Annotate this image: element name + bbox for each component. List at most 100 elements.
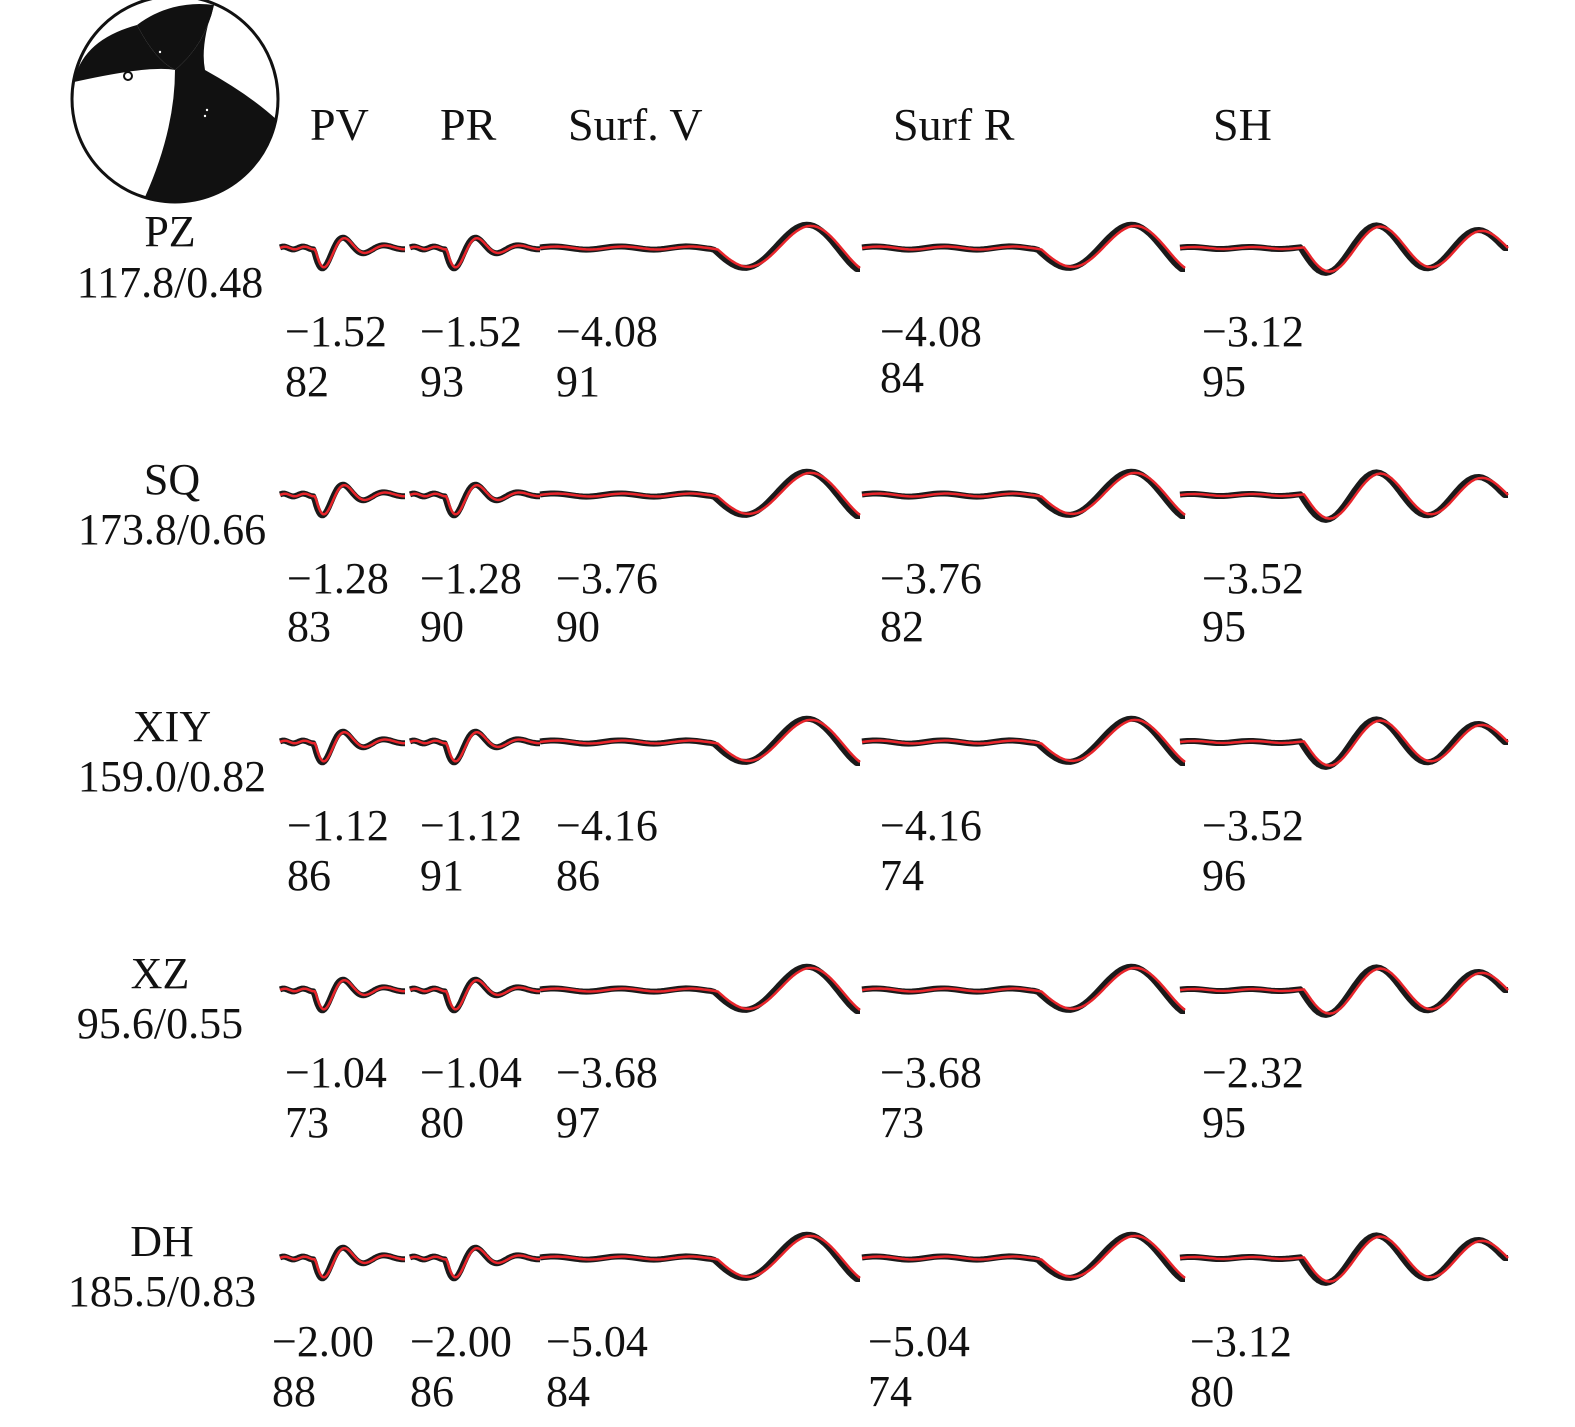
focal-mechanism-beachball-icon [70, 0, 280, 204]
synthetic-trace-dh-sh [1179, 1235, 1509, 1283]
header-surf-r: Surf R [893, 99, 1015, 150]
station-name: XZ [131, 949, 190, 998]
time-shift-pv: −1.04 [285, 1048, 387, 1097]
synthetic-trace-pz-surf-v [539, 224, 861, 269]
station-name: PZ [144, 207, 195, 256]
cc-sh: 95 [1202, 357, 1246, 406]
synthetic-trace-sq-surf-v [539, 471, 861, 516]
cc-surf-v: 97 [556, 1098, 600, 1147]
cc-pr: 80 [420, 1098, 464, 1147]
cc-pv: 86 [287, 851, 331, 900]
cc-pr: 86 [410, 1367, 454, 1416]
time-shift-sh: −3.12 [1190, 1317, 1292, 1366]
synthetic-trace-pz-pr [409, 236, 541, 269]
time-shift-sh: −3.52 [1202, 801, 1304, 850]
station-name: DH [130, 1217, 194, 1266]
observed-trace-pz-pr [408, 234, 542, 272]
synthetic-trace-xz-pr [409, 978, 541, 1011]
time-shift-surf-v: −5.04 [546, 1317, 648, 1366]
observed-trace-xiy-pr [408, 728, 542, 766]
station-row-dh: DH 185.5/0.83 −2.00 88 −2.00 86 −5.04 84… [68, 1217, 1292, 1416]
cc-pv: 73 [285, 1098, 329, 1147]
synthetic-trace-xiy-pv [279, 730, 406, 763]
station-row-sq: SQ 173.8/0.66 −1.28 83 −1.28 90 −3.76 90… [78, 455, 1304, 651]
time-shift-surf-v: −3.68 [556, 1048, 658, 1097]
synthetic-trace-sq-surf-r [861, 471, 1186, 516]
observed-trace-xiy-pv [278, 728, 407, 766]
time-shift-sh: −3.12 [1202, 307, 1304, 356]
synthetic-trace-sq-sh [1179, 472, 1509, 520]
cc-sh: 95 [1202, 1098, 1246, 1147]
observed-trace-xz-pv [278, 976, 407, 1014]
station-row-pz: PZ 117.8/0.48 −1.52 82 −1.52 93 −4.08 91… [77, 207, 1304, 406]
station-info: 95.6/0.55 [77, 999, 243, 1048]
cc-pr: 90 [420, 602, 464, 651]
time-shift-surf-v: −4.16 [556, 801, 658, 850]
time-shift-surf-r: −3.68 [880, 1048, 982, 1097]
synthetic-trace-xz-sh [1179, 967, 1509, 1015]
synthetic-trace-xiy-surf-r [861, 718, 1186, 763]
synthetic-trace-xiy-surf-v [539, 718, 861, 763]
cc-pv: 88 [272, 1367, 316, 1416]
cc-surf-v: 86 [556, 851, 600, 900]
station-name: XIY [133, 702, 211, 751]
time-shift-pr: −1.12 [420, 801, 522, 850]
observed-trace-dh-pr [408, 1244, 542, 1282]
synthetic-trace-pz-pv [279, 236, 406, 269]
observed-trace-dh-pv [278, 1244, 407, 1282]
time-shift-surf-r: −4.08 [880, 307, 982, 356]
observed-trace-pz-pv [278, 234, 407, 272]
time-shift-surf-r: −5.04 [868, 1317, 970, 1366]
time-shift-surf-v: −4.08 [556, 307, 658, 356]
cc-surf-v: 84 [546, 1367, 590, 1416]
waveform-traces [278, 221, 1509, 1286]
station-row-xz: XZ 95.6/0.55 −1.04 73 −1.04 80 −3.68 97 … [77, 949, 1304, 1147]
time-shift-pr: −1.52 [420, 307, 522, 356]
cc-surf-v: 90 [556, 602, 600, 651]
cc-sh: 95 [1202, 602, 1246, 651]
cc-surf-r: 82 [880, 602, 924, 651]
station-row-xiy: XIY 159.0/0.82 −1.12 86 −1.12 91 −4.16 8… [78, 702, 1304, 900]
time-shift-sh: −2.32 [1202, 1048, 1304, 1097]
synthetic-trace-xz-surf-v [539, 966, 861, 1011]
observed-trace-xz-pr [408, 976, 542, 1014]
cc-pv: 82 [285, 357, 329, 406]
synthetic-trace-sq-pr [409, 483, 541, 516]
synthetic-trace-dh-pv [279, 1246, 406, 1279]
cc-surf-v: 91 [556, 357, 600, 406]
cc-pr: 93 [420, 357, 464, 406]
synthetic-trace-xz-pv [279, 978, 406, 1011]
cc-pr: 91 [420, 851, 464, 900]
synthetic-trace-xz-surf-r [861, 966, 1186, 1011]
synthetic-trace-xiy-pr [409, 730, 541, 763]
time-shift-pv: −1.28 [287, 554, 389, 603]
synthetic-trace-pz-sh [1179, 225, 1509, 273]
cc-surf-r: 74 [868, 1367, 912, 1416]
cc-surf-r: 84 [880, 353, 924, 402]
synthetic-trace-xiy-sh [1179, 719, 1509, 767]
synthetic-trace-sq-pv [279, 483, 406, 516]
time-shift-pr: −2.00 [410, 1317, 512, 1366]
station-info: 117.8/0.48 [77, 258, 264, 307]
time-shift-surf-r: −4.16 [880, 801, 982, 850]
header-sh: SH [1213, 99, 1272, 150]
header-pv: PV [310, 99, 369, 150]
station-info: 159.0/0.82 [78, 752, 266, 801]
observed-trace-sq-pr [408, 481, 542, 519]
cc-sh: 96 [1202, 851, 1246, 900]
time-shift-pv: −1.12 [287, 801, 389, 850]
time-shift-pv: −1.52 [285, 307, 387, 356]
synthetic-trace-pz-surf-r [861, 224, 1186, 269]
time-shift-sh: −3.52 [1202, 554, 1304, 603]
time-shift-surf-r: −3.76 [880, 554, 982, 603]
time-shift-pr: −1.04 [420, 1048, 522, 1097]
cc-surf-r: 73 [880, 1098, 924, 1147]
component-headers: PV PR Surf. V Surf R SH [310, 99, 1272, 150]
cc-surf-r: 74 [880, 851, 924, 900]
synthetic-trace-dh-surf-v [539, 1234, 861, 1279]
station-info: 185.5/0.83 [68, 1267, 256, 1316]
station-name: SQ [144, 455, 200, 504]
station-info: 173.8/0.66 [78, 505, 266, 554]
synthetic-trace-dh-pr [409, 1246, 541, 1279]
